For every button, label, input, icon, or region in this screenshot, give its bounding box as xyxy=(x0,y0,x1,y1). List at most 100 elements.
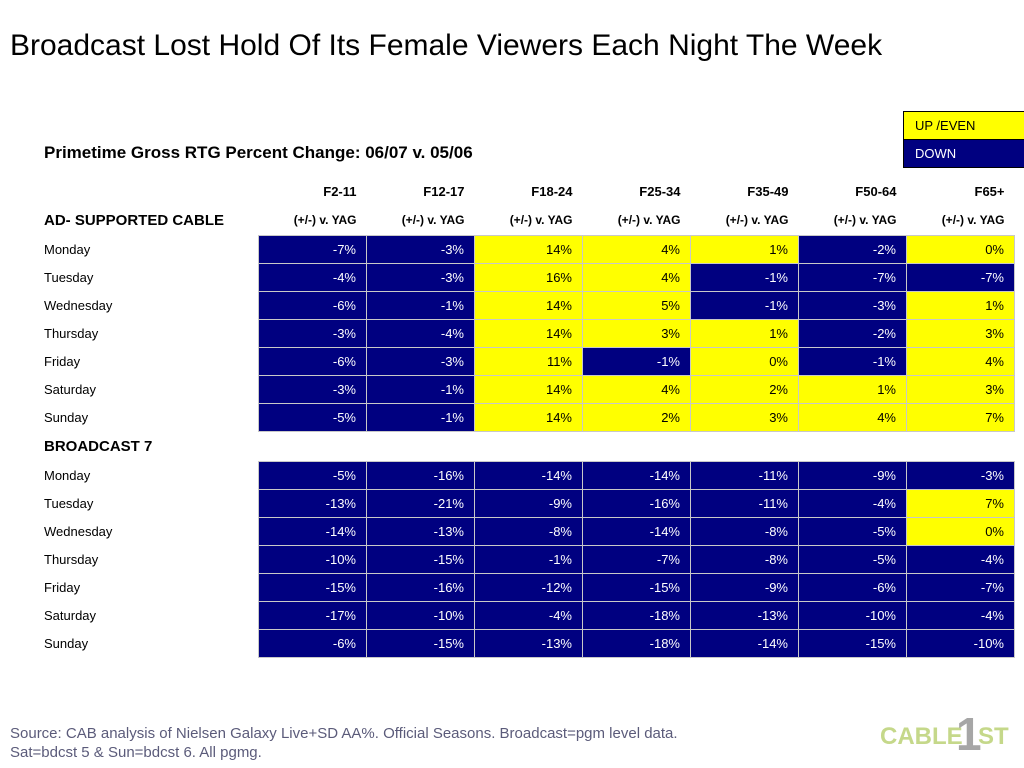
value-cell: -5% xyxy=(798,517,907,546)
table-row: Monday -5% -16% -14% -14% -11% -9% -3% xyxy=(40,461,1015,490)
value-cell: 14% xyxy=(474,319,583,348)
value-cell: -11% xyxy=(690,461,799,490)
value-cell: 5% xyxy=(582,291,691,320)
value-cell: -18% xyxy=(582,601,691,630)
day-label: Sunday xyxy=(44,636,89,651)
value-cell: 14% xyxy=(474,235,583,264)
value-cell: -7% xyxy=(582,545,691,574)
table-row: Sunday -6% -15% -13% -18% -14% -15% -10% xyxy=(40,629,1015,658)
column-header: F50-64 xyxy=(855,184,897,199)
value-cell: -15% xyxy=(798,629,907,658)
value-cell: -18% xyxy=(582,629,691,658)
table-row: Wednesday -14% -13% -8% -14% -8% -5% 0% xyxy=(40,517,1015,546)
value-cell: -3% xyxy=(366,263,475,292)
metric-label: (+/-) v. YAG xyxy=(617,213,681,227)
value-cell: -8% xyxy=(474,517,583,546)
metric-label: (+/-) v. YAG xyxy=(509,213,573,227)
value-cell: 7% xyxy=(906,403,1015,432)
table-row: Tuesday -13% -21% -9% -16% -11% -4% 7% xyxy=(40,489,1015,518)
value-cell: -4% xyxy=(366,319,475,348)
column-header: F12-17 xyxy=(423,184,465,199)
value-cell: -2% xyxy=(798,235,907,264)
value-cell: 3% xyxy=(582,319,691,348)
value-cell: 4% xyxy=(582,235,691,264)
legend: UP /EVEN DOWN xyxy=(903,111,1024,168)
value-cell: -16% xyxy=(582,489,691,518)
value-cell: -3% xyxy=(366,235,475,264)
value-cell: -3% xyxy=(906,461,1015,490)
metric-label: (+/-) v. YAG xyxy=(293,213,357,227)
logo-text-cable: CABLE xyxy=(880,723,963,750)
value-cell: 2% xyxy=(582,403,691,432)
value-cell: -3% xyxy=(258,319,367,348)
table-row: Friday -6% -3% 11% -1% 0% -1% 4% xyxy=(40,347,1015,376)
value-cell: -12% xyxy=(474,573,583,602)
value-cell: -10% xyxy=(798,601,907,630)
day-label: Thursday xyxy=(44,326,99,341)
value-cell: -7% xyxy=(798,263,907,292)
day-label: Thursday xyxy=(44,552,99,567)
day-label: Saturday xyxy=(44,608,97,623)
column-header: F25-34 xyxy=(639,184,681,199)
table-row: Saturday -3% -1% 14% 4% 2% 1% 3% xyxy=(40,375,1015,404)
value-cell: -4% xyxy=(906,545,1015,574)
legend-up: UP /EVEN xyxy=(904,112,1024,139)
value-cell: -14% xyxy=(582,461,691,490)
value-cell: -4% xyxy=(906,601,1015,630)
value-cell: -8% xyxy=(690,517,799,546)
value-cell: -15% xyxy=(366,545,475,574)
value-cell: -5% xyxy=(258,461,367,490)
value-cell: -3% xyxy=(798,291,907,320)
value-cell: -10% xyxy=(258,545,367,574)
metric-header-row: AD- SUPPORTED CABLE (+/-) v. YAG (+/-) v. … xyxy=(40,205,1015,236)
value-cell: -2% xyxy=(798,319,907,348)
value-cell: 1% xyxy=(690,319,799,348)
value-cell: 4% xyxy=(582,375,691,404)
day-label: Monday xyxy=(44,242,91,257)
source-line: Source: CAB analysis of Nielsen Galaxy L… xyxy=(10,725,678,742)
value-cell: -15% xyxy=(258,573,367,602)
value-cell: 1% xyxy=(690,235,799,264)
day-label: Wednesday xyxy=(44,298,113,313)
value-cell: -1% xyxy=(474,545,583,574)
value-cell: -1% xyxy=(690,263,799,292)
value-cell: -7% xyxy=(906,573,1015,602)
column-header-row: F2-11 F12-17 F18-24 F25-34 F35-49 F50-64 F65+ xyxy=(40,178,1015,205)
table-row: Thursday -3% -4% 14% 3% 1% -2% 3% xyxy=(40,319,1015,348)
value-cell: -9% xyxy=(474,489,583,518)
table-row: Wednesday -6% -1% 14% 5% -1% -3% 1% xyxy=(40,291,1015,320)
value-cell: -1% xyxy=(366,375,475,404)
value-cell: -14% xyxy=(258,517,367,546)
value-cell: -13% xyxy=(690,601,799,630)
value-cell: 0% xyxy=(690,347,799,376)
metric-label: (+/-) v. YAG xyxy=(941,213,1005,227)
table-row: Tuesday -4% -3% 16% 4% -1% -7% -7% xyxy=(40,263,1015,292)
value-cell: -6% xyxy=(798,573,907,602)
value-cell: 4% xyxy=(582,263,691,292)
section-title: BROADCAST 7 xyxy=(44,438,153,455)
table-row: Thursday -10% -15% -1% -7% -8% -5% -4% xyxy=(40,545,1015,574)
value-cell: -1% xyxy=(582,347,691,376)
value-cell: -16% xyxy=(366,573,475,602)
value-cell: -14% xyxy=(690,629,799,658)
value-cell: -13% xyxy=(366,517,475,546)
day-label: Tuesday xyxy=(44,270,94,285)
day-label: Sunday xyxy=(44,410,89,425)
column-header: F2-11 xyxy=(323,184,357,199)
column-header: F18-24 xyxy=(531,184,573,199)
section-row: BROADCAST 7 xyxy=(40,432,1015,462)
value-cell: 14% xyxy=(474,403,583,432)
value-cell: -8% xyxy=(690,545,799,574)
table-subtitle: Primetime Gross RTG Percent Change: 06/0… xyxy=(44,143,473,162)
column-header: F65+ xyxy=(974,184,1005,199)
value-cell: -3% xyxy=(366,347,475,376)
value-cell: 16% xyxy=(474,263,583,292)
value-cell: -13% xyxy=(474,629,583,658)
value-cell: -1% xyxy=(690,291,799,320)
value-cell: 3% xyxy=(906,375,1015,404)
logo-text-st: ST xyxy=(978,723,1009,750)
source-line: Sat=bdcst 5 & Sun=bdcst 6. All pgmg. xyxy=(10,744,262,761)
value-cell: -15% xyxy=(366,629,475,658)
value-cell: -6% xyxy=(258,347,367,376)
value-cell: 14% xyxy=(474,291,583,320)
